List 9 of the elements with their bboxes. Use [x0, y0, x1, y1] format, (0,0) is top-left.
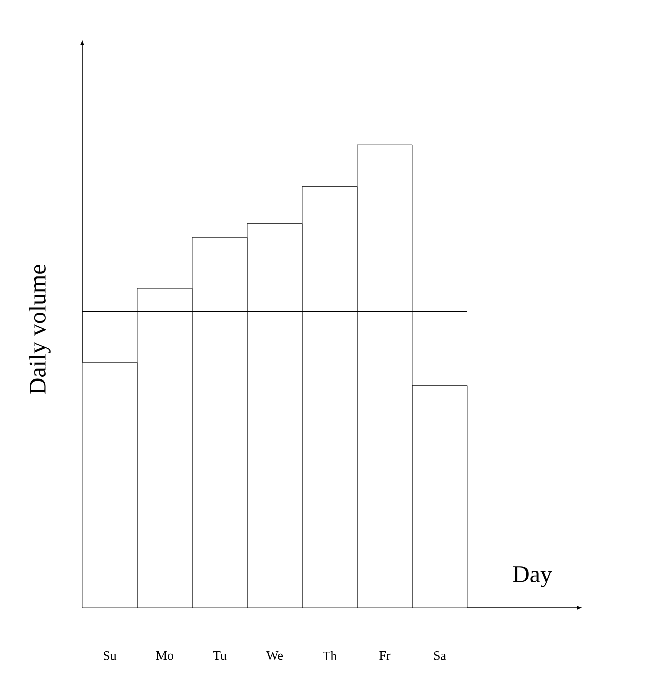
x-tick-label: Mo — [156, 652, 174, 660]
x-tick-label: Tu — [213, 652, 227, 660]
x-tick-label: Fr — [380, 652, 391, 660]
x-tick-label: Su — [104, 652, 117, 660]
x-tick-label: Th — [323, 652, 338, 661]
y-axis-title: Daily volume — [29, 265, 51, 394]
x-tick-label: We — [266, 652, 284, 660]
x-tick-label: Sa — [434, 652, 446, 660]
x-axis-title: Day — [513, 566, 552, 588]
